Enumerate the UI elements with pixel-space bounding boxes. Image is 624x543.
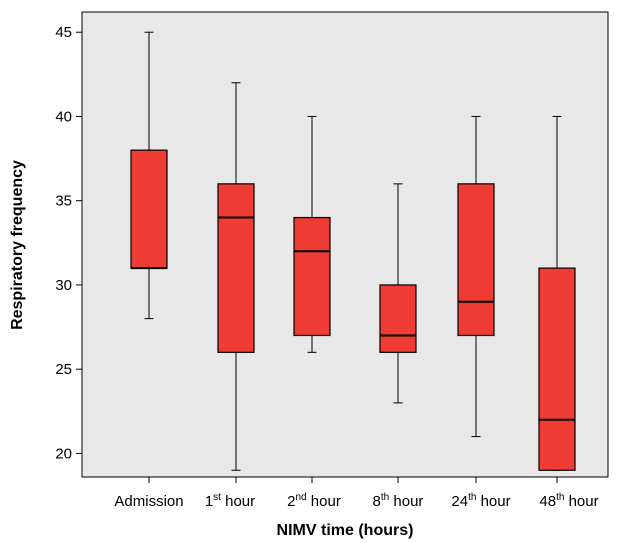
x-tick-label-sup: th <box>556 492 564 503</box>
x-tick-label: 1st hour <box>205 492 255 510</box>
iqr-box <box>130 149 168 269</box>
y-tick-label: 40 <box>55 108 72 125</box>
x-tick-label-tail: hour <box>564 493 598 510</box>
y-tick-label: 45 <box>55 24 72 41</box>
x-tick-label: Admission <box>114 493 183 510</box>
y-tick-label: 35 <box>55 193 72 210</box>
x-tick-label-base: 48 <box>539 493 556 510</box>
box-group <box>130 31 168 320</box>
x-tick-label-sup: st <box>213 492 221 503</box>
x-tick-label-tail: hour <box>476 493 510 510</box>
iqr-box <box>217 183 255 353</box>
x-axis: Admission 1st hour 2nd hour 8th hour 24th ho… <box>114 477 599 510</box>
x-tick-label: 48th hour <box>539 492 598 510</box>
y-tick-label: 30 <box>55 277 72 294</box>
box-group <box>217 82 255 471</box>
iqr-box <box>293 216 331 337</box>
x-tick-label-tail: hour <box>307 493 341 510</box>
y-axis-title: Respiratory frequency <box>9 160 26 330</box>
y-tick-label: 20 <box>55 445 72 462</box>
boxes <box>130 31 576 471</box>
box-group <box>293 115 331 353</box>
y-tick-label: 25 <box>55 361 72 378</box>
x-tick-label-tail: hour <box>221 493 255 510</box>
x-tick-label-base: Admission <box>114 493 183 510</box>
x-tick-label-base: 8 <box>373 493 381 510</box>
y-axis: 20 25 30 35 40 45 <box>55 24 82 462</box>
box-group <box>538 115 576 471</box>
x-tick-label-sup: th <box>381 492 389 503</box>
x-tick-label-base: 24 <box>451 493 468 510</box>
plot-area <box>81 11 609 478</box>
box-group <box>457 115 495 438</box>
box-group <box>379 183 417 404</box>
iqr-box <box>379 284 417 353</box>
x-tick-label-sup: th <box>468 492 476 503</box>
iqr-box <box>538 267 576 471</box>
x-tick-label: 24th hour <box>451 492 510 510</box>
x-tick-label-base: 1 <box>205 493 213 510</box>
x-tick-label-tail: hour <box>389 493 423 510</box>
x-axis-title: NIMV time (hours) <box>277 522 414 539</box>
x-tick-label: 2nd hour <box>287 492 341 510</box>
x-tick-label-sup: nd <box>296 492 307 503</box>
x-tick-label: 8th hour <box>373 492 424 510</box>
x-tick-label-base: 2 <box>287 493 295 510</box>
iqr-box <box>457 183 495 337</box>
